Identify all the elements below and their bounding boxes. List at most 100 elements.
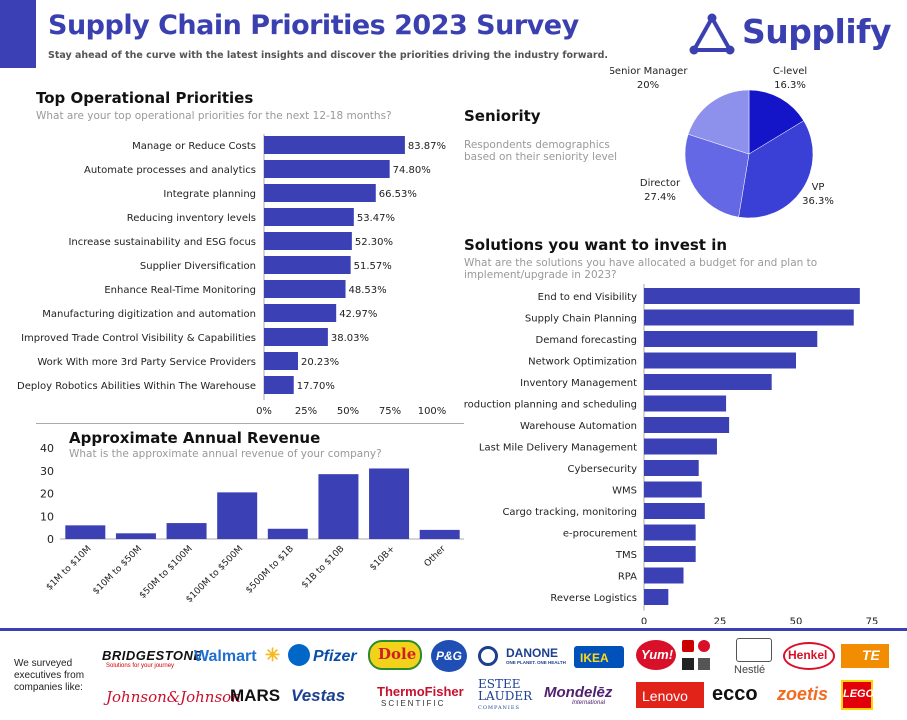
priorities-bar bbox=[264, 184, 376, 202]
revenue-bar bbox=[369, 468, 410, 539]
solutions-category-label: RPA bbox=[618, 572, 637, 583]
solutions-category-label: Supply Chain Planning bbox=[525, 314, 637, 325]
revenue-category-label: $100M to $500M bbox=[184, 544, 245, 605]
solutions-chart: End to end Visibility Supply Chain Planni… bbox=[464, 284, 879, 625]
walmart-spark-icon: ✳ bbox=[265, 645, 281, 665]
revenue-tick-label: 40 bbox=[40, 442, 54, 455]
solutions-tick-label: 75 bbox=[866, 617, 879, 625]
solutions-bar bbox=[644, 352, 796, 369]
ecco-logo: ecco bbox=[712, 683, 758, 705]
solutions-bar bbox=[644, 438, 717, 455]
lego-badge bbox=[841, 680, 873, 710]
lego-logo: LEGO bbox=[843, 688, 875, 700]
pfizer-logo: Pfizer bbox=[313, 648, 357, 665]
revenue-title: Approximate Annual Revenue bbox=[69, 429, 321, 447]
surveyed-text: We surveyed executives from companies li… bbox=[14, 658, 85, 693]
revenue-category-label: $50M to $100M bbox=[138, 544, 195, 601]
thermofisher-scientific: SCIENTIFIC bbox=[381, 699, 446, 708]
brand-logos: BRIDGESTONE Solutions for your journey W… bbox=[0, 632, 907, 720]
solutions-category-label: Cargo tracking, monitoring bbox=[502, 507, 637, 518]
walmart-logo: Walmart bbox=[194, 648, 257, 665]
page-title: Supply Chain Priorities 2023 Survey bbox=[48, 10, 579, 41]
solutions-bar bbox=[644, 374, 772, 390]
revenue-subtitle: What is the approximate annual revenue o… bbox=[69, 448, 382, 460]
footer-divider bbox=[0, 628, 907, 631]
ikea-logo: IKEA bbox=[580, 651, 609, 665]
seniority-slice-value: 27.4% bbox=[644, 192, 676, 203]
priorities-tick-label: 50% bbox=[337, 406, 359, 417]
revenue-bar bbox=[267, 528, 308, 539]
solutions-subtitle: What are the solutions you have allocate… bbox=[464, 257, 818, 281]
seniority-slice-value: 36.3% bbox=[802, 196, 834, 207]
priorities-category-label: Manage or Reduce Costs bbox=[132, 141, 256, 152]
revenue-bar bbox=[115, 533, 156, 539]
priorities-category-label: Improved Trade Control Visibility & Capa… bbox=[21, 333, 256, 344]
priorities-category-label: Manufacturing digitization and automatio… bbox=[42, 309, 256, 320]
priorities-category-label: Automate processes and analytics bbox=[84, 165, 256, 176]
solutions-category-label: Network Optimization bbox=[528, 357, 637, 368]
priorities-value-label: 66.53% bbox=[379, 189, 417, 200]
priorities-tick-label: 75% bbox=[379, 406, 401, 417]
seniority-subtitle: Respondents demographics based on their … bbox=[464, 139, 618, 163]
danone-logo: DANONE bbox=[506, 646, 559, 660]
seniority-slice bbox=[748, 89, 805, 155]
mondelez-international: International bbox=[572, 700, 606, 706]
lenovo-badge bbox=[636, 682, 704, 708]
priorities-value-label: 74.80% bbox=[393, 165, 431, 176]
revenue-bar bbox=[166, 523, 207, 539]
revenue-chart: 0 10 20 30 40 $1M to $10M$10M to $50M$50M to … bbox=[40, 442, 464, 605]
revenue-tick-label: 20 bbox=[40, 488, 54, 501]
solutions-title: Solutions you want to invest in bbox=[464, 236, 728, 254]
seniority-slice-value: 16.3% bbox=[774, 80, 806, 91]
solutions-category-label: Demand forecasting bbox=[536, 335, 638, 346]
solutions-category-label: WMS bbox=[612, 486, 637, 497]
solutions-bar bbox=[644, 460, 699, 476]
seniority-pie-chart: C-level 16.3% VP 36.3% Director 27.4% Senior M… bbox=[610, 66, 834, 219]
priorities-value-label: 83.87% bbox=[408, 141, 446, 152]
priorities-title: Top Operational Priorities bbox=[36, 89, 254, 107]
priorities-value-label: 51.57% bbox=[354, 261, 392, 272]
solutions-category-label: End to end Visibility bbox=[538, 292, 637, 303]
solutions-category-label: Production planning and scheduling bbox=[464, 400, 637, 411]
te-badge bbox=[841, 644, 889, 668]
revenue-bar bbox=[65, 525, 106, 539]
lauder-line: LAUDER bbox=[478, 689, 533, 703]
priorities-tick-label: 100% bbox=[418, 406, 447, 417]
revenue-bar bbox=[318, 474, 359, 539]
mars-logo: MARS bbox=[230, 686, 281, 705]
solutions-bar bbox=[644, 395, 727, 412]
dole-logo: Dole bbox=[378, 645, 417, 663]
lenovo-logo: Lenovo bbox=[642, 688, 688, 704]
priorities-category-label: Increase sustainability and ESG focus bbox=[68, 237, 256, 248]
revenue-bar bbox=[217, 492, 258, 539]
thermofisher-logo: ThermoFisher bbox=[377, 684, 464, 699]
bridgestone-logo: BRIDGESTONE bbox=[102, 648, 203, 663]
pg-logo: P&G bbox=[436, 649, 463, 663]
solutions-bar bbox=[644, 546, 696, 562]
estee-line: ESTEE bbox=[478, 677, 521, 691]
priorities-category-label: Enhance Real-Time Monitoring bbox=[104, 285, 256, 296]
yum-logo: Yum! bbox=[641, 647, 674, 662]
nestle-nest-icon bbox=[736, 638, 772, 662]
nestle-logo: Nestlé bbox=[734, 664, 766, 676]
priorities-value-label: 17.70% bbox=[297, 381, 335, 392]
henkel-logo: Henkel bbox=[788, 648, 828, 662]
henkel-badge bbox=[783, 642, 835, 670]
priorities-category-label: Supplier Diversification bbox=[140, 261, 256, 272]
pg-badge bbox=[431, 640, 467, 672]
zoetis-logo: zoetis bbox=[777, 684, 829, 704]
solutions-category-label: Last Mile Delivery Management bbox=[479, 443, 637, 454]
solutions-bar bbox=[644, 417, 730, 433]
solutions-category-label: Cybersecurity bbox=[568, 464, 638, 475]
solutions-bar bbox=[644, 481, 702, 498]
priorities-bar bbox=[264, 256, 351, 274]
solutions-tick-label: 25 bbox=[714, 617, 727, 625]
priorities-subtitle: What are your top operational priorities… bbox=[36, 110, 392, 122]
solutions-category-label: Reverse Logistics bbox=[550, 593, 637, 604]
priorities-value-label: 53.47% bbox=[357, 213, 395, 224]
seniority-slice-label: Senior Manager bbox=[610, 66, 688, 77]
yum-badge bbox=[636, 640, 676, 670]
solutions-bar bbox=[644, 524, 696, 541]
priorities-category-label: Work With more 3rd Party Service Provide… bbox=[37, 357, 256, 368]
priorities-category-label: Integrate planning bbox=[163, 189, 256, 200]
